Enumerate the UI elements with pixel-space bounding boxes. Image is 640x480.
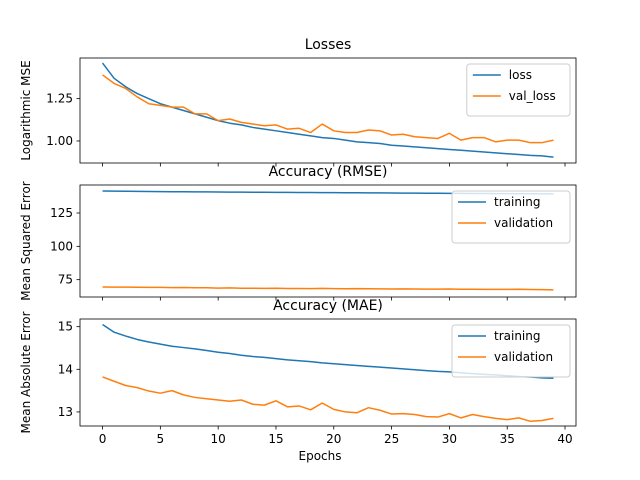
x-tick-label: 15 [268, 432, 283, 446]
x-tick-label: 0 [99, 432, 107, 446]
legend: loss val_loss [466, 63, 571, 117]
y-axis-label: Mean Absolute Error [19, 311, 33, 433]
plot-frame [79, 57, 577, 164]
legend-label-val-loss: val_loss [509, 89, 556, 103]
chart-title: Losses [305, 37, 352, 53]
series-line-validation [102, 286, 554, 291]
legend-label-loss: loss [509, 68, 532, 82]
y-axis-label: Mean Squared Error [19, 181, 33, 301]
x-tick-label: 25 [384, 432, 399, 446]
plot-frame [79, 184, 577, 298]
x-tick-label: 10 [211, 432, 226, 446]
y-tick-label: 125 [50, 206, 73, 220]
y-axis-label: Logarithmic MSE [19, 60, 33, 160]
legend-label-training: training [494, 195, 541, 209]
chart-panel-1: Losses Logarithmic MSE 1.00 1.25 loss val_los… [19, 37, 577, 167]
y-tick-label: 14 [58, 362, 73, 376]
legend: training validation [451, 324, 571, 378]
chart-panel-2: Accuracy (RMSE) Mean Squared Error 75 100 12… [19, 164, 577, 301]
legend-box [451, 190, 571, 244]
chart-title: Accuracy (MAE) [273, 298, 383, 314]
x-tick-label: 35 [500, 432, 515, 446]
plot-frame [79, 318, 577, 427]
chart-title: Accuracy (RMSE) [269, 164, 388, 180]
x-tick-label: 5 [157, 432, 165, 446]
y-tick-label: 75 [58, 273, 73, 287]
legend-label-validation: validation [494, 216, 553, 230]
legend-box [466, 63, 571, 117]
y-tick-label: 13 [58, 405, 73, 419]
legend-label-validation: validation [494, 350, 553, 364]
y-tick-label: 100 [50, 239, 73, 253]
x-tick-label: 30 [442, 432, 457, 446]
y-tick-label: 15 [58, 320, 73, 334]
y-tick-label: 1.25 [46, 92, 73, 106]
series-line-validation [102, 376, 554, 423]
legend-label-training: training [494, 329, 541, 343]
legend-box [451, 324, 571, 378]
chart-panel-3: Accuracy (MAE) Mean Absolute Error 13 14 15 0… [19, 298, 577, 446]
legend: training validation [451, 190, 571, 244]
y-tick-label: 1.00 [46, 134, 73, 148]
chart-panels: Losses Logarithmic MSE 1.00 1.25 loss val_los… [19, 37, 577, 446]
x-axis-label: Epochs [299, 449, 342, 463]
x-tick-label: 40 [557, 432, 572, 446]
series-line-loss [101, 62, 554, 158]
series-line-val-loss [102, 74, 554, 144]
x-tick-label: 20 [326, 432, 341, 446]
